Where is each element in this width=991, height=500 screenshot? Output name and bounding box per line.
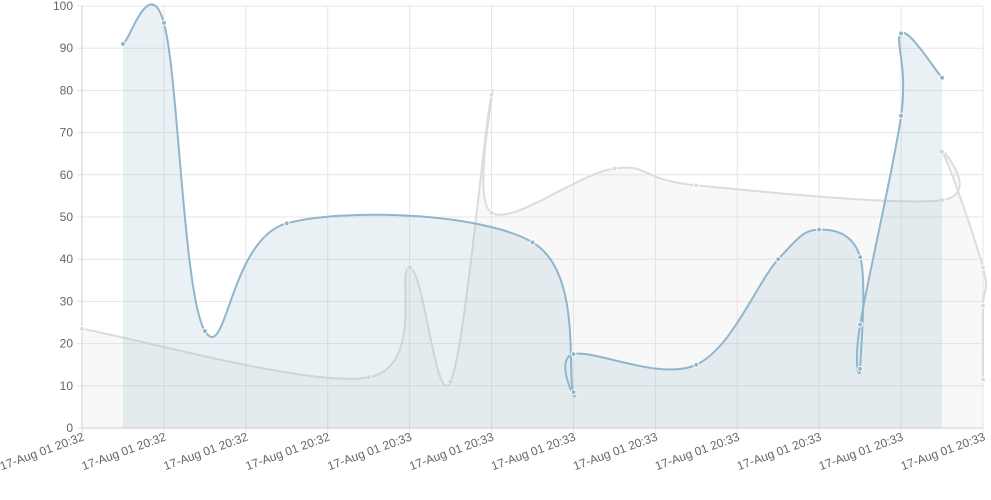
point (939, 148, 946, 155)
point (79, 325, 85, 332)
point (160, 19, 167, 26)
x-tick-label: 17-Aug 01 20:32 (0, 430, 86, 474)
point (857, 365, 864, 372)
point (857, 321, 864, 328)
y-tick-label: 20 (60, 337, 74, 351)
point (570, 351, 577, 358)
point (529, 239, 536, 246)
point (980, 376, 986, 383)
area-fill (82, 90, 987, 428)
point (283, 220, 290, 227)
y-tick-label: 40 (60, 252, 74, 266)
point (488, 209, 495, 216)
y-tick-label: 50 (60, 210, 74, 224)
line (81, 89, 988, 387)
y-tick-label: 0 (66, 421, 73, 435)
point (611, 165, 618, 172)
point (898, 112, 905, 119)
x-tick-label: 17-Aug 01 20:32 (80, 430, 168, 474)
y-tick-label: 100 (53, 0, 73, 13)
point (857, 254, 864, 261)
x-tick-label: 17-Aug 01 20:33 (489, 430, 577, 474)
x-tick-label: 17-Aug 01 20:33 (571, 430, 659, 474)
x-tick-label: 17-Aug 01 20:33 (817, 430, 905, 474)
x-tick-label: 17-Aug 01 20:33 (735, 430, 823, 474)
point (365, 374, 372, 381)
point (898, 30, 905, 37)
point (816, 226, 823, 233)
x-tick-label: 17-Aug 01 20:33 (325, 430, 413, 474)
point (980, 264, 986, 271)
x-tick-label: 17-Aug 01 20:33 (653, 430, 741, 474)
point (570, 389, 577, 396)
point (775, 256, 782, 263)
point (693, 361, 700, 368)
area-fill (122, 4, 943, 429)
x-tick-label: 17-Aug 01 20:33 (899, 430, 987, 474)
y-tick-label: 80 (60, 83, 74, 97)
point (447, 378, 454, 385)
point (693, 182, 700, 189)
point (939, 197, 946, 204)
point (119, 40, 126, 47)
point (488, 91, 495, 98)
point (980, 302, 986, 309)
y-tick-label: 90 (60, 41, 74, 55)
y-tick-label: 30 (60, 294, 74, 308)
point (201, 327, 208, 334)
y-tick-label: 10 (60, 379, 74, 393)
x-tick-label: 17-Aug 01 20:32 (244, 430, 332, 474)
point (406, 264, 413, 271)
point (939, 74, 946, 81)
y-tick-label: 60 (60, 168, 74, 182)
x-tick-label: 17-Aug 01 20:32 (162, 430, 250, 474)
x-tick-label: 17-Aug 01 20:33 (407, 430, 495, 474)
y-tick-label: 70 (60, 126, 74, 140)
